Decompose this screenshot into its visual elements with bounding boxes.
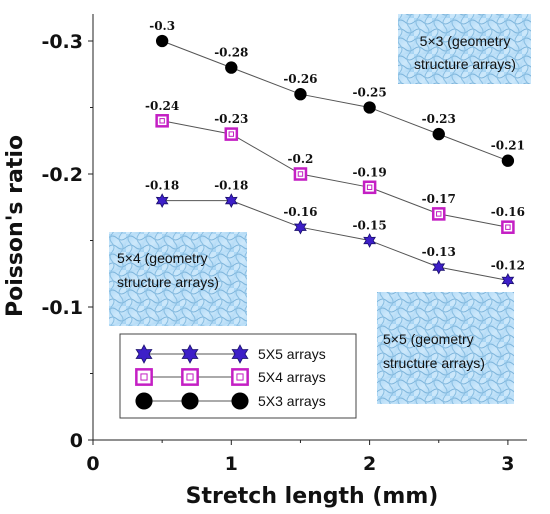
data-label-5x4-arrays-0: -0.24 [145, 99, 179, 113]
series-layer: -0.18 -0.18 -0.16 -0.15 -0.13 -0.12 -0.24 -0.23… [145, 19, 525, 288]
series-5x4-arrays: -0.24 -0.23 -0.2 -0.19 -0.17 -0.16 [145, 99, 525, 234]
inset-5x3-line-1: 5×3 (geometry [420, 33, 511, 49]
data-label-5x3-arrays-3: -0.25 [352, 86, 386, 100]
data-label-5x4-arrays-3: -0.19 [352, 165, 386, 179]
data-point-5x5-arrays-1 [224, 193, 238, 208]
data-point-5x5-arrays-4 [432, 259, 446, 275]
data-label-5x5-arrays-4: -0.13 [422, 245, 456, 259]
data-point-5x5-arrays-5 [501, 273, 515, 288]
axis-tick-labels: 0 1 2 3 0 -0.1 -0.2 -0.3 [41, 31, 514, 475]
x-tick-label-1: 1 [225, 453, 238, 475]
inset-5x5-line-1: 5×5 (geometry [383, 331, 474, 347]
legend-marker-1-2-core [236, 373, 244, 381]
axis-ticks [88, 40, 509, 445]
inset-5x3-image: 5×3 (geometry structure arrays) [398, 14, 531, 84]
data-label-5x3-arrays-0: -0.3 [149, 19, 175, 33]
data-point-5x4-arrays-5-core [505, 224, 511, 230]
data-point-5x4-arrays-3 [362, 180, 377, 195]
data-point-5x3-arrays-2 [294, 88, 307, 101]
data-point-5x4-arrays-4 [431, 207, 446, 221]
data-label-5x5-arrays-0: -0.18 [145, 179, 179, 193]
legend-marker-1-0 [135, 368, 153, 386]
data-label-5x3-arrays-1: -0.28 [214, 46, 248, 60]
data-point-5x4-arrays-1 [224, 127, 239, 141]
legend-label-5x5-arrays: 5X5 arrays [258, 346, 326, 362]
data-point-5x4-arrays-3-core [366, 184, 373, 191]
data-point-5x5-arrays-0 [155, 193, 169, 208]
legend-item-5x3-arrays: 5X3 arrays [135, 392, 326, 410]
inset-5x4-line-1: 5×4 (geometry [117, 250, 208, 266]
y-axis-title: Poisson's ratio [3, 135, 28, 317]
legend-marker-0-2 [231, 344, 249, 364]
data-label-5x4-arrays-5: -0.16 [491, 205, 525, 219]
data-point-5x3-arrays-4 [432, 127, 445, 141]
legend-marker-1-0-core [140, 373, 148, 381]
data-point-5x4-arrays-0-core [159, 118, 165, 124]
legend-marker-2-0 [135, 392, 153, 410]
data-point-5x4-arrays-2 [293, 167, 308, 181]
data-point-5x4-arrays-5 [501, 220, 515, 234]
legend-marker-0-1 [181, 344, 199, 364]
inset-5x5-image: 5×5 (geometry structure arrays) [377, 292, 514, 404]
data-label-5x3-arrays-2: -0.26 [283, 72, 317, 86]
data-point-5x5-arrays-3 [363, 233, 376, 248]
x-tick-label-0: 0 [86, 453, 99, 475]
x-tick-label-3: 3 [501, 453, 514, 475]
x-tick-label-2: 2 [363, 453, 376, 475]
legend-marker-1-1 [181, 368, 199, 386]
x-axis-title: Stretch length (mm) [186, 484, 439, 509]
inset-5x4-image: 5×4 (geometry structure arrays) [109, 232, 247, 326]
data-point-5x4-arrays-0 [155, 114, 169, 128]
data-label-5x5-arrays-5: -0.12 [491, 258, 525, 272]
data-point-5x3-arrays-3 [363, 101, 376, 114]
legend: 5X5 arrays 5X4 arrays 5X3 arrays [119, 333, 357, 419]
legend-item-5x5-arrays: 5X5 arrays [135, 344, 326, 364]
legend-items: 5X5 arrays 5X4 arrays 5X3 arrays [135, 344, 326, 410]
data-label-5x3-arrays-5: -0.21 [491, 139, 525, 153]
legend-marker-2-1 [181, 392, 199, 410]
plot-axes [92, 14, 527, 441]
data-point-5x4-arrays-2-core [297, 171, 304, 177]
y-tick-label-0: 0 [70, 430, 83, 452]
data-point-5x4-arrays-1-core [228, 131, 235, 137]
data-point-5x3-arrays-5 [501, 154, 515, 167]
data-point-5x3-arrays-0 [155, 34, 169, 48]
y-tick-label-1: -0.1 [41, 297, 83, 319]
data-label-5x5-arrays-2: -0.16 [283, 205, 317, 219]
data-point-5x4-arrays-4-core [436, 211, 442, 217]
legend-item-5x4-arrays: 5X4 arrays [135, 368, 326, 386]
inset-5x3-line-2: structure arrays) [414, 56, 516, 72]
data-label-5x5-arrays-3: -0.15 [352, 219, 386, 233]
data-label-5x3-arrays-4: -0.23 [422, 112, 456, 126]
series-5x5-arrays: -0.18 -0.18 -0.16 -0.15 -0.13 -0.12 [145, 179, 525, 288]
data-label-5x4-arrays-2: -0.2 [288, 152, 314, 166]
series-line-5x3-arrays [161, 40, 509, 162]
legend-marker-0-0 [135, 344, 153, 364]
series-line-5x4-arrays [162, 120, 508, 228]
series-line-5x5-arrays [162, 200, 508, 281]
data-label-5x4-arrays-4: -0.17 [422, 192, 456, 206]
data-point-5x3-arrays-1 [225, 61, 238, 74]
data-point-5x5-arrays-2 [294, 219, 307, 235]
y-tick-label-3: -0.3 [41, 31, 83, 53]
legend-label-5x3-arrays: 5X3 arrays [258, 393, 326, 409]
legend-marker-1-1-core [186, 373, 194, 381]
inset-5x5-line-2: structure arrays) [383, 355, 485, 371]
legend-label-5x4-arrays: 5X4 arrays [258, 369, 326, 385]
legend-marker-2-2 [231, 392, 249, 410]
y-tick-label-2: -0.2 [41, 164, 83, 186]
legend-marker-1-2 [231, 368, 249, 386]
inset-5x4-line-2: structure arrays) [117, 274, 219, 290]
data-label-5x5-arrays-1: -0.18 [214, 179, 248, 193]
data-label-5x4-arrays-1: -0.23 [214, 112, 248, 126]
series-5x3-arrays: -0.3 -0.28 -0.26 -0.25 -0.23 -0.21 [149, 19, 525, 167]
